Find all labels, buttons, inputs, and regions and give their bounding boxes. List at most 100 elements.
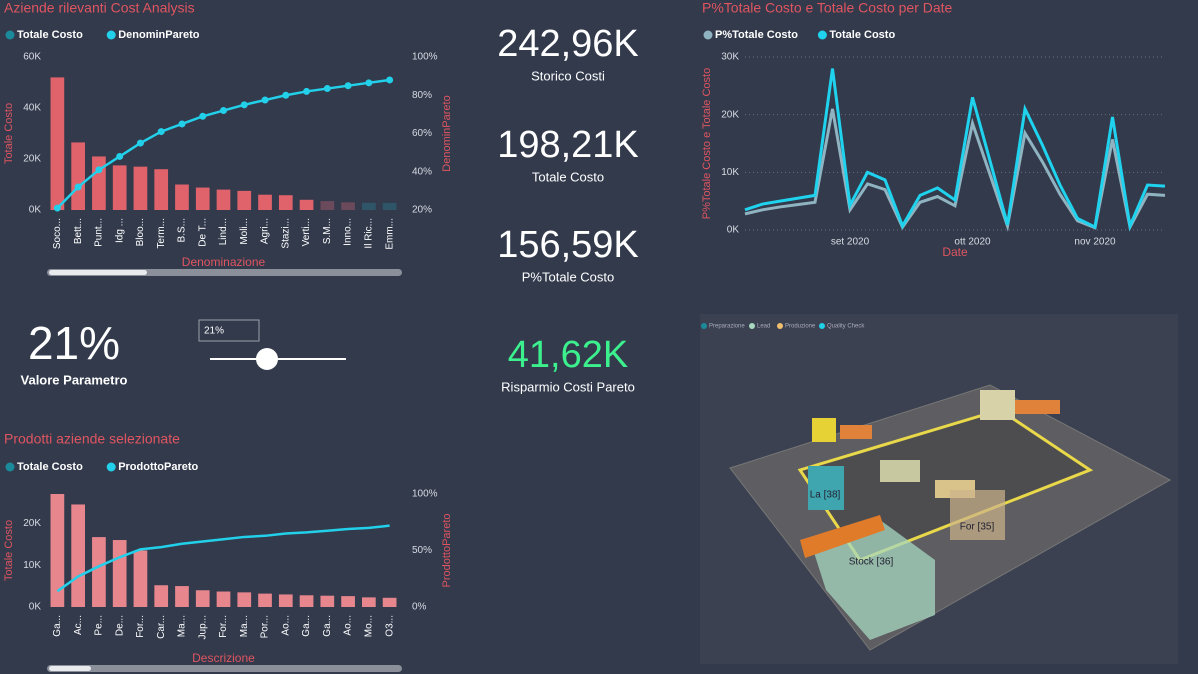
y-tick-label: 40K <box>23 103 41 114</box>
x-tick-label: For... <box>135 615 146 638</box>
bar <box>382 202 397 210</box>
x-tick-label: O3... <box>384 615 395 637</box>
x-tick-label: Jup... <box>197 615 208 639</box>
y2-axis-label: DenominPareto <box>441 95 453 171</box>
bar <box>71 504 85 607</box>
legend-label: Produzione <box>785 324 816 330</box>
x-tick-label: Por... <box>260 615 271 638</box>
cell <box>808 466 844 510</box>
parameter-input-text: 21% <box>204 326 224 337</box>
legend-marker <box>5 30 15 40</box>
bar <box>341 202 355 210</box>
scroll-thumb[interactable] <box>49 666 91 671</box>
kpi-label: Totale Costo <box>532 169 604 184</box>
legend-marker <box>106 30 116 40</box>
scroll-thumb[interactable] <box>49 270 147 275</box>
x-tick-label: Idg ... <box>114 218 125 243</box>
x-tick-label: B.S... <box>177 218 188 242</box>
bar <box>50 494 65 607</box>
bar <box>71 142 85 210</box>
parameter-label: Valore Parametro <box>21 372 128 387</box>
chart-title: Prodotti aziende selezionate <box>4 431 180 447</box>
slider-knob[interactable] <box>256 348 278 370</box>
line-marker <box>53 204 61 212</box>
x-tick-label: Soco... <box>52 218 63 249</box>
legend-marker <box>106 462 116 472</box>
x-tick-label: Emm... <box>384 218 395 250</box>
machine <box>840 425 872 439</box>
line-marker <box>220 107 227 115</box>
bar <box>258 593 272 607</box>
x-tick-label: For... <box>218 615 229 638</box>
line-marker <box>303 87 311 95</box>
bar <box>258 194 272 210</box>
x-tick-label: Ga... <box>322 615 333 637</box>
line <box>56 524 390 593</box>
parameter-input[interactable] <box>198 319 260 342</box>
kpi-label: P%Totale Costo <box>522 269 615 284</box>
y-axis-label: Totale Costo <box>3 103 15 164</box>
legend-label: DenominPareto <box>118 29 200 41</box>
bar <box>195 187 210 210</box>
x-tick-label: nov 2020 <box>1074 237 1116 248</box>
kpi-value: 41,62K <box>508 334 628 376</box>
bar <box>278 594 293 607</box>
legend-marker <box>703 30 713 40</box>
line-marker <box>344 82 352 90</box>
bar <box>112 165 127 210</box>
bar <box>175 586 189 607</box>
stock <box>810 520 935 640</box>
bar <box>133 550 148 607</box>
y-tick-label: 20K <box>721 109 739 120</box>
rack <box>980 390 1015 420</box>
line <box>744 68 1166 232</box>
bar <box>362 597 376 607</box>
y-tick-label: 0K <box>727 225 740 236</box>
x-tick-label: Il Ric... <box>363 218 374 249</box>
x-tick-label: Car... <box>156 615 167 639</box>
y2-tick-label: 80% <box>412 90 432 101</box>
x-tick-label: Ao... <box>280 615 291 636</box>
line-marker <box>365 79 373 87</box>
legend-dot <box>701 323 707 329</box>
x-tick-label: Verti... <box>301 218 312 246</box>
x-tick-label: Lind... <box>218 218 229 245</box>
y2-tick-label: 40% <box>412 166 432 177</box>
scrollbar[interactable] <box>47 665 402 672</box>
kpi-label: Storico Costi <box>531 68 605 83</box>
line-marker <box>199 112 207 120</box>
machine <box>880 460 920 482</box>
x-tick-label: Mo... <box>363 615 374 637</box>
y-axis-label: Totale Costo <box>3 520 15 581</box>
line-marker <box>95 166 103 174</box>
legend-dot <box>777 323 783 329</box>
legend-marker <box>817 30 827 40</box>
bar <box>216 189 231 210</box>
y2-tick-label: 0% <box>412 602 427 613</box>
x-tick-label: Punt... <box>94 218 105 247</box>
x-tick-label: Ga... <box>52 615 63 637</box>
line-marker <box>240 101 248 109</box>
line-marker <box>282 91 290 99</box>
y-tick-label: 30K <box>721 52 739 63</box>
bar <box>154 585 169 607</box>
kpi-value: 156,59K <box>497 224 639 266</box>
line-marker <box>136 139 144 147</box>
kpi-label: Risparmio Costi Pareto <box>501 379 635 394</box>
bar <box>320 595 335 607</box>
bar <box>278 195 293 210</box>
area-label: La [38] <box>810 490 841 501</box>
x-axis-label: Descrizione <box>192 651 255 665</box>
y2-tick-label: 20% <box>412 205 432 216</box>
y-axis-label: P%Totale Costo e Totale Costo <box>701 68 713 219</box>
area-label: Stock [36] <box>849 557 894 568</box>
bar <box>299 199 314 210</box>
y-tick-label: 60K <box>23 52 41 63</box>
conveyor <box>800 515 885 558</box>
x-tick-label: Ma... <box>177 615 188 637</box>
line-marker <box>74 183 82 191</box>
bar <box>133 166 148 210</box>
bar <box>299 595 314 607</box>
